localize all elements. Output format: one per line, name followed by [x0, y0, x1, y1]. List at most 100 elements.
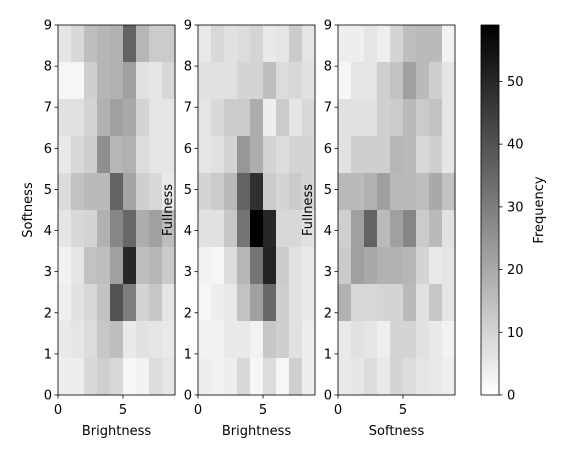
heatmap-cell — [442, 358, 456, 396]
heatmap-cell — [390, 25, 404, 63]
heatmap-cell — [58, 247, 72, 285]
heatmap-cell — [198, 62, 212, 100]
heatmap-cell — [224, 25, 238, 63]
heatmap-cell — [136, 62, 150, 100]
heatmap-cell — [276, 62, 290, 100]
heatmap-cell — [364, 25, 378, 63]
y-tick-label: 3 — [184, 265, 192, 280]
heatmap-cell — [237, 210, 251, 248]
heatmap-cell — [136, 284, 150, 322]
heatmap-cell — [97, 62, 111, 100]
y-tick-label: 8 — [44, 60, 52, 75]
y-axis-label: Softness — [21, 182, 36, 238]
heatmap-cell — [110, 321, 124, 359]
heatmap-cell — [442, 247, 456, 285]
heatmap-panel-1: 0 1 2 3 4 5 6 7 8 9 0 5 Brightness Softness — [21, 19, 176, 439]
heatmap-cell — [136, 358, 150, 396]
heatmap-cell — [338, 173, 352, 211]
heatmap-cell — [302, 62, 316, 100]
heatmap-cell — [162, 358, 176, 396]
heatmap-cell — [390, 210, 404, 248]
heatmap-cell — [403, 358, 417, 396]
heatmap-cell — [377, 284, 391, 322]
heatmap-cell — [250, 62, 264, 100]
heatmap-cell — [97, 210, 111, 248]
heatmap-cell — [97, 136, 111, 174]
heatmap-cell — [429, 284, 443, 322]
heatmap-cell — [97, 358, 111, 396]
heatmap-cell — [250, 210, 264, 248]
heatmap-cell — [302, 25, 316, 63]
heatmap-cell — [263, 358, 277, 396]
heatmap-cell — [136, 25, 150, 63]
x-axis-label: Softness — [369, 424, 425, 439]
heatmap-cell — [136, 99, 150, 137]
heatmap-cell — [289, 284, 303, 322]
heatmap-cell — [390, 247, 404, 285]
heatmap-cell — [302, 99, 316, 137]
heatmap-cell — [263, 210, 277, 248]
heatmap-cell — [338, 210, 352, 248]
heatmap-cell — [110, 62, 124, 100]
heatmap-cell — [162, 62, 176, 100]
heatmap-cell — [211, 25, 225, 63]
colorbar-tick-label: 50 — [507, 75, 524, 90]
heatmap-cell — [84, 210, 98, 248]
heatmap-cell — [377, 62, 391, 100]
heatmap-cell — [302, 358, 316, 396]
heatmap-cell — [289, 247, 303, 285]
heatmap-cell — [390, 173, 404, 211]
heatmap-cell — [377, 25, 391, 63]
plot-frame — [57, 24, 176, 396]
heatmap-cell — [237, 62, 251, 100]
y-tick-label: 9 — [44, 19, 52, 34]
heatmap-cell — [250, 247, 264, 285]
y-tick-label: 2 — [324, 306, 332, 321]
heatmap-cell — [123, 99, 137, 137]
heatmap-cell — [71, 358, 85, 396]
heatmap-cell — [429, 136, 443, 174]
heatmap-cell — [403, 284, 417, 322]
heatmap-cell — [198, 173, 212, 211]
heatmap-cell — [211, 62, 225, 100]
y-tick-label: 6 — [324, 142, 332, 157]
y-axis-label: Fullness — [161, 184, 176, 236]
heatmap-cell — [198, 25, 212, 63]
colorbar-tick-label: 30 — [507, 200, 524, 215]
heatmap-cell — [198, 247, 212, 285]
heatmap-cell — [84, 358, 98, 396]
heatmap-cell — [302, 136, 316, 174]
y-tick-label: 1 — [324, 347, 332, 362]
heatmap-cell — [58, 62, 72, 100]
heatmap-cell — [162, 284, 176, 322]
y-tick-label: 3 — [324, 265, 332, 280]
y-tick-label: 8 — [184, 60, 192, 75]
heatmap-cell — [263, 62, 277, 100]
heatmap-cell — [198, 284, 212, 322]
y-tick-label: 5 — [324, 183, 332, 198]
heatmap-cell — [237, 25, 251, 63]
heatmap-cell — [403, 321, 417, 359]
heatmap-cell — [250, 25, 264, 63]
heatmap-cell — [250, 99, 264, 137]
heatmap-cell — [351, 136, 365, 174]
heatmap-cell — [149, 62, 163, 100]
heatmap-cell — [403, 210, 417, 248]
heatmap-cell — [110, 99, 124, 137]
heatmap-cell — [110, 358, 124, 396]
heatmap-cell — [403, 62, 417, 100]
y-tick-label: 0 — [184, 389, 192, 404]
heatmap-cell — [429, 173, 443, 211]
heatmap-cell — [211, 358, 225, 396]
heatmap-cell — [276, 136, 290, 174]
heatmap-cell — [390, 62, 404, 100]
heatmap-cell — [364, 210, 378, 248]
heatmap-cell — [390, 284, 404, 322]
heatmap-cell — [237, 99, 251, 137]
y-tick-label: 4 — [184, 224, 192, 239]
heatmap-cell — [351, 210, 365, 248]
heatmap-cell — [97, 25, 111, 63]
heatmap-cell — [364, 173, 378, 211]
heatmap-cell — [237, 247, 251, 285]
heatmap-cell — [84, 247, 98, 285]
